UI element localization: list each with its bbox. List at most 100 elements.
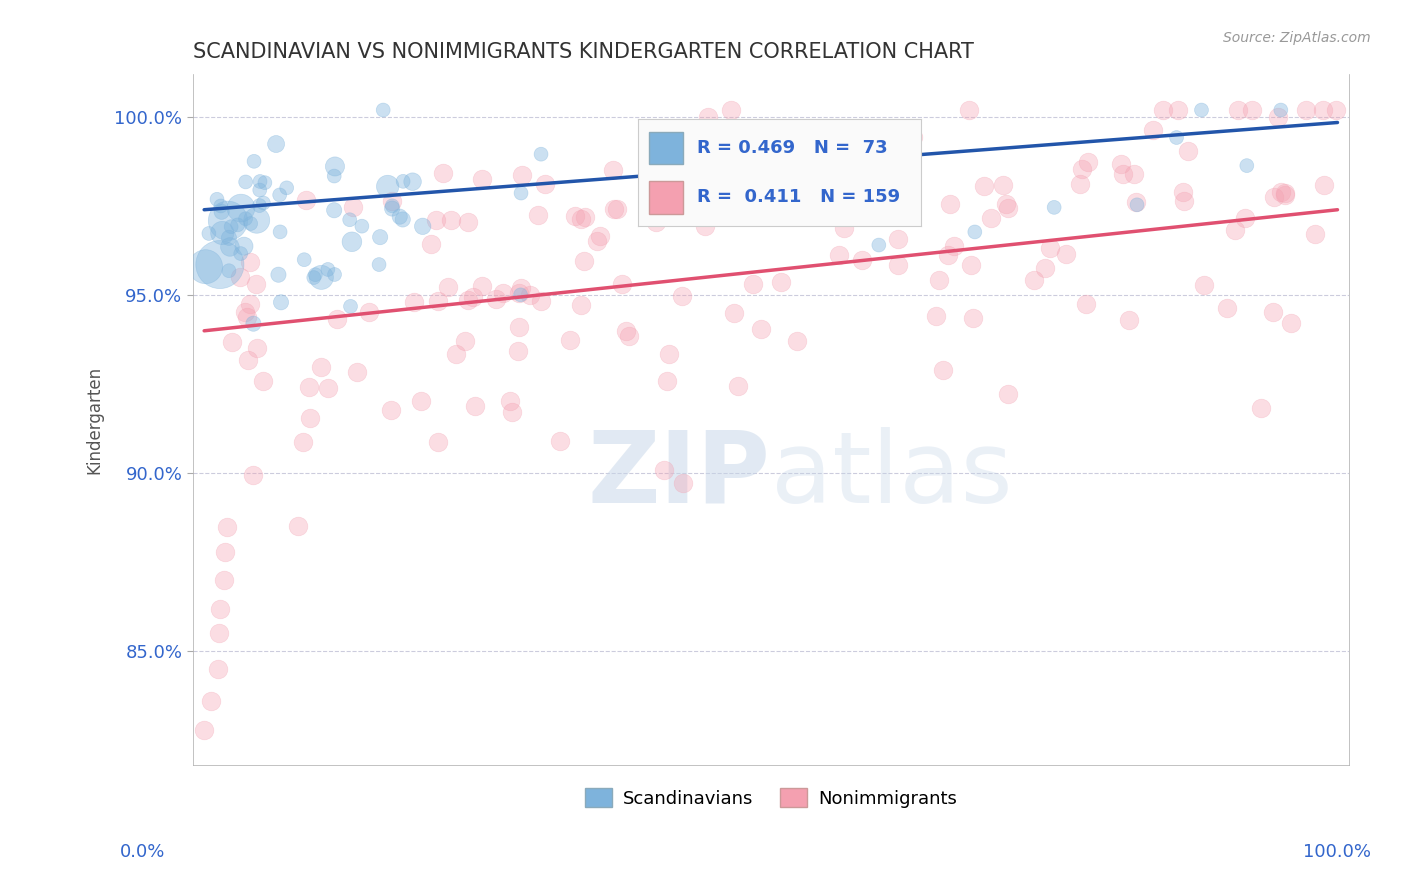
Point xyxy=(851,253,873,268)
Point xyxy=(925,309,948,323)
Point xyxy=(779,147,801,161)
Point xyxy=(1216,301,1239,315)
Point xyxy=(770,275,793,289)
Point xyxy=(1039,241,1062,255)
Point xyxy=(1043,200,1066,214)
Point xyxy=(510,281,533,295)
Point xyxy=(973,179,995,194)
Point xyxy=(673,170,696,185)
Point xyxy=(298,380,321,394)
Point xyxy=(619,329,641,343)
Text: ZIP: ZIP xyxy=(588,426,770,524)
Point xyxy=(1033,261,1056,276)
Point xyxy=(218,231,240,245)
Point xyxy=(808,209,831,223)
Point xyxy=(221,334,243,349)
Point xyxy=(454,334,477,348)
Point xyxy=(342,200,364,214)
Point xyxy=(657,374,679,388)
Point xyxy=(868,238,890,252)
Point xyxy=(510,168,533,182)
Text: 0.0%: 0.0% xyxy=(120,843,165,861)
Point xyxy=(704,181,727,195)
Point xyxy=(876,179,898,194)
Point xyxy=(208,626,231,640)
Point xyxy=(1270,185,1292,199)
Point xyxy=(217,214,239,228)
Point xyxy=(723,306,745,320)
Point xyxy=(316,381,339,395)
Point xyxy=(827,248,849,262)
Point xyxy=(420,236,443,251)
Text: 100.0%: 100.0% xyxy=(1303,843,1371,861)
Point xyxy=(1126,198,1149,212)
Point xyxy=(292,252,315,267)
Legend: Scandinavians, Nonimmigrants: Scandinavians, Nonimmigrants xyxy=(578,781,965,815)
Point xyxy=(340,235,363,249)
Point xyxy=(368,258,391,272)
Point xyxy=(276,181,298,195)
Point xyxy=(991,178,1014,192)
Point xyxy=(1324,103,1347,117)
Point xyxy=(897,153,920,167)
Point xyxy=(208,601,231,615)
Point xyxy=(270,295,292,310)
Point xyxy=(550,434,572,449)
Point xyxy=(652,463,675,477)
Point xyxy=(782,170,804,185)
Point xyxy=(295,193,318,207)
Y-axis label: Kindergarten: Kindergarten xyxy=(86,366,103,474)
Point xyxy=(1261,304,1284,318)
Point xyxy=(1295,103,1317,117)
Point xyxy=(672,475,695,490)
Point xyxy=(928,272,950,286)
Point xyxy=(440,212,463,227)
Point xyxy=(586,235,609,249)
Point xyxy=(530,147,553,161)
Point xyxy=(1167,103,1189,117)
Point xyxy=(432,166,454,180)
Point xyxy=(205,192,228,206)
Point xyxy=(412,219,434,234)
Point xyxy=(219,219,242,234)
Point xyxy=(887,164,910,178)
Point xyxy=(218,264,240,278)
Point xyxy=(485,293,508,307)
Point xyxy=(808,204,831,219)
Point xyxy=(997,386,1019,401)
Point xyxy=(569,211,592,226)
Point xyxy=(508,319,530,334)
Point xyxy=(249,183,271,197)
Point xyxy=(267,268,290,282)
Point xyxy=(560,334,582,348)
Point xyxy=(211,226,233,240)
Point xyxy=(727,379,749,393)
Point xyxy=(377,179,399,194)
Point xyxy=(392,174,415,188)
Point xyxy=(229,201,252,215)
Text: Source: ZipAtlas.com: Source: ZipAtlas.com xyxy=(1223,31,1371,45)
Point xyxy=(803,170,825,185)
Point xyxy=(658,347,681,361)
Point xyxy=(1263,190,1285,204)
Point xyxy=(309,359,332,374)
Point xyxy=(249,198,271,212)
Point xyxy=(304,268,326,282)
Point xyxy=(242,317,264,331)
Point xyxy=(901,130,924,145)
Point xyxy=(373,103,395,117)
Point xyxy=(207,662,229,676)
Point xyxy=(292,434,315,449)
Point xyxy=(671,289,693,303)
Point xyxy=(212,573,235,587)
Point xyxy=(235,211,257,226)
Point xyxy=(1118,313,1140,327)
Point xyxy=(530,293,553,308)
Point xyxy=(242,468,264,483)
Point xyxy=(217,519,239,533)
Point xyxy=(219,240,242,254)
Point xyxy=(492,286,515,301)
Point xyxy=(381,202,404,216)
Point xyxy=(402,295,425,310)
Point xyxy=(1125,194,1147,209)
